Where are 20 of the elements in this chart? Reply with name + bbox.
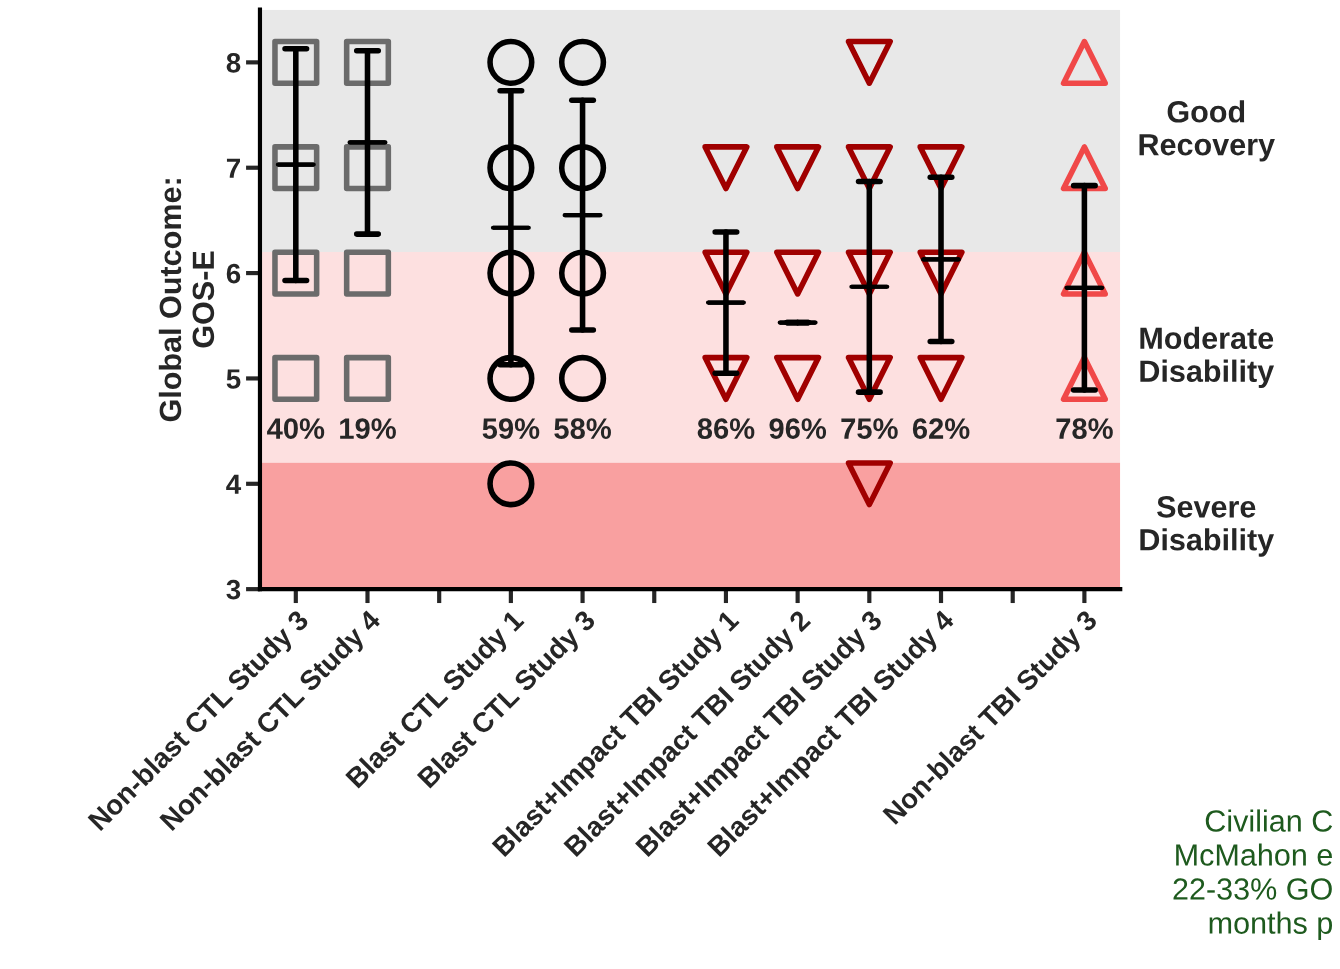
- annotation: 62%: [912, 418, 970, 439]
- y-axis-title: Global Outcome: GOS-E: [158, 179, 215, 422]
- annotation: 78%: [1056, 418, 1113, 439]
- text: Civilian C McMahon e 22-33% GO months p: [1173, 809, 1333, 940]
- annotation: 59%: [482, 418, 540, 439]
- annotation: 96%: [769, 418, 827, 439]
- y-tick-label: 3: [226, 579, 241, 600]
- annotation: 75%: [841, 418, 898, 439]
- y-tick-label: 4: [226, 474, 242, 494]
- y-tick-label: 8: [226, 53, 241, 73]
- annotation: 58%: [554, 418, 611, 439]
- annotation: 86%: [697, 418, 755, 439]
- y-tick-label: 7: [226, 158, 240, 178]
- band-label: Good Recovery: [1139, 100, 1275, 162]
- y-tick-label: 6: [226, 263, 241, 284]
- annotation: 19%: [340, 418, 396, 439]
- band-label: Severe Disability: [1140, 496, 1275, 557]
- y-tick-label: 5: [226, 369, 241, 389]
- annotation: 40%: [267, 418, 325, 439]
- band-label: Moderate Disability: [1140, 326, 1275, 389]
